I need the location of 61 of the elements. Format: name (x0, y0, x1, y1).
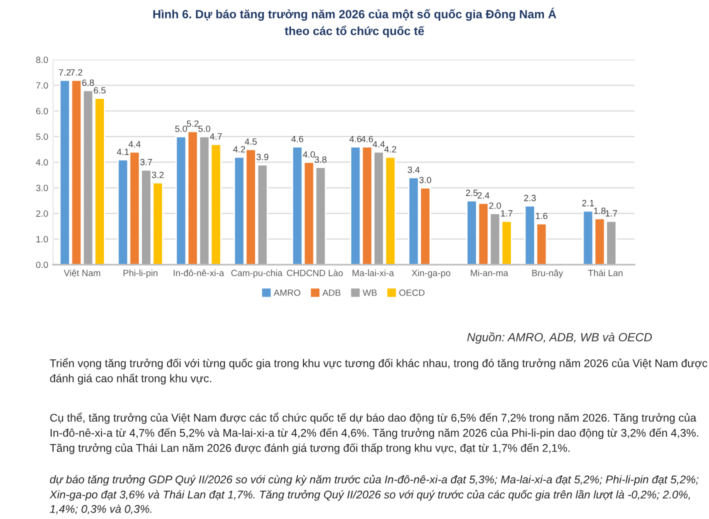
data-label: 7.2 (58, 69, 71, 76)
y-tick-label: 0.0 (36, 262, 48, 268)
legend-label: ADB (322, 290, 340, 296)
data-label: 1.7 (606, 210, 618, 216)
data-label: 1.8 (594, 208, 606, 214)
x-tick-label: CHDCND Lào (286, 269, 343, 276)
x-tick-label: Cam-pu-chia (231, 270, 282, 278)
data-label: 2.4 (478, 192, 490, 199)
data-label: 4.7 (210, 133, 222, 140)
data-label: 4.4 (128, 141, 141, 148)
x-tick-label: Bru-nây (532, 270, 564, 278)
data-label: 4.6 (349, 136, 362, 142)
data-label: 3.0 (419, 176, 432, 184)
text: Nguồn: AMRO, ADB, WB và OECD (467, 332, 652, 344)
data-label: 4.1 (116, 148, 129, 155)
data-label: 4.2 (384, 146, 396, 152)
y-tick-label: 6.0 (36, 108, 48, 114)
data-label: 4.4 (372, 141, 385, 148)
x-tick-label: Việt Nam (64, 270, 100, 278)
y-tick-label: 1.0 (36, 236, 48, 242)
data-label: 1.7 (501, 210, 512, 216)
data-label: 4.6 (291, 136, 304, 142)
data-label: 3.8 (314, 156, 326, 163)
y-tick-label: 5.0 (36, 134, 48, 140)
data-label: 2.5 (466, 190, 478, 196)
data-label: 5.0 (198, 126, 210, 132)
legend-label: OECD (399, 290, 424, 296)
x-tick-label: Phi-li-pin (124, 270, 158, 278)
x-tick-label: Mi-an-ma (470, 270, 508, 276)
y-tick-label: 7.0 (36, 82, 48, 89)
data-label: 3.2 (152, 172, 164, 178)
text: Cụ thể, tăng trưởng của Việt Nam được các tổ chức quốc tế dự báo dao động từ 6,5% đến 7,2% trong năm 2026. Tăng trưởng của In-đô-nê-xi-a từ 4,7% đến 5,2% và Ma-lai-xi-a từ 4,2% đến 4,6%. Tăng trưởng năm 2026 của Phi-li-pin dao động từ 3,2% đến 4,3%. Tăng trưởng của Thái Lan năm 2026 được đánh giá tương đối thấp trong khu vực, đạt từ 1,7% đến 2,1%. (50, 412, 698, 454)
y-tick-label: 2.0 (36, 210, 48, 217)
data-label: 7.2 (70, 69, 82, 76)
x-tick-label: Thái Lan (588, 269, 622, 276)
data-label: 6.5 (94, 87, 106, 94)
legend-label: WB (362, 290, 377, 296)
y-tick-label: 4.0 (36, 159, 48, 166)
data-label: 5.0 (175, 126, 187, 132)
data-label: 3.9 (256, 154, 268, 160)
legend-label: AMRO (274, 290, 300, 296)
data-label: 6.8 (82, 79, 94, 86)
y-tick-label: 8.0 (36, 56, 48, 64)
data-label: 4.5 (244, 138, 257, 145)
x-tick-label: Xin-ga-po (412, 270, 450, 278)
data-label: 4.0 (302, 151, 315, 158)
data-label: 3.4 (408, 166, 420, 173)
chart-title: Hình 6. Dự báo tăng trưởng năm 2026 của một số quốc gia Đông Nam Á theo các tổ chức quốc tế (153, 8, 556, 38)
data-label: 2.3 (524, 194, 536, 202)
data-label: 2.1 (582, 200, 594, 206)
data-label: 1.6 (536, 212, 548, 220)
text: dự báo tăng trưởng GDP Quý II/2026 so với cùng kỳ năm trước của In-đô-nê-xi-a đạt 5,3%; Ma-lai-xi-a đạt 5,2%; Phi-li-pin đạt 5,2%; Xin-ga-po đạt 3,6% và Thái Lan đạt 1,7%. Tăng trưởng Quý II/2026 so với quý trước của các quốc gia trên lần lượt là -0,2%; 2.0%, 1,4%; 0,3% và 0,3%. (49, 474, 698, 514)
data-label: 2.0 (489, 202, 501, 209)
data-label: 5.2 (186, 120, 199, 127)
x-tick-label: In-đô-nê-xi-a (174, 270, 224, 276)
data-label: 4.6 (361, 136, 373, 142)
text: Triển vọng tăng trưởng đối với từng quốc gia trong khu vực tương đối khác nhau, trong đó tăng trưởng năm 2026 của Việt Nam được đánh giá cao nhất trong khu vực. (50, 358, 708, 384)
data-label: 4.2 (233, 146, 246, 152)
y-tick-label: 3.0 (36, 184, 48, 192)
x-tick-label: Ma-lai-xi-a (352, 270, 394, 276)
data-label: 3.7 (140, 158, 152, 166)
